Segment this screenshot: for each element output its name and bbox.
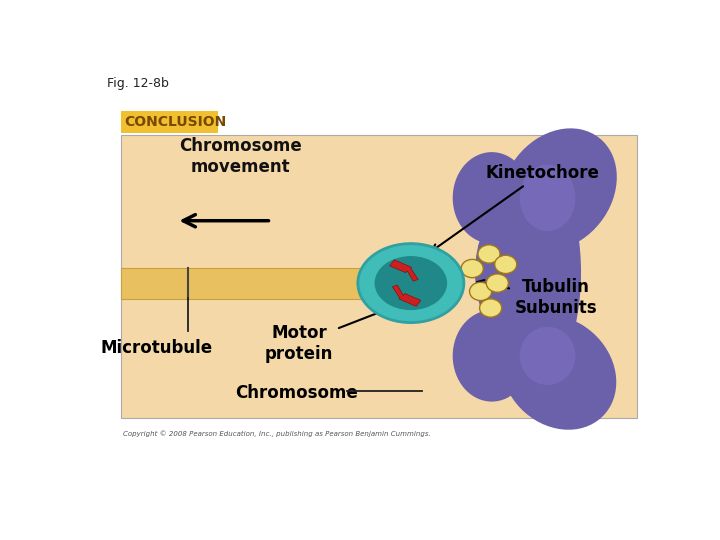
Bar bbox=[121, 111, 218, 133]
Text: Microtubule: Microtubule bbox=[101, 339, 213, 356]
Bar bbox=[121, 136, 636, 418]
Ellipse shape bbox=[520, 165, 575, 231]
Ellipse shape bbox=[374, 256, 447, 310]
Text: CONCLUSION: CONCLUSION bbox=[125, 115, 227, 129]
Ellipse shape bbox=[520, 327, 575, 385]
Ellipse shape bbox=[501, 315, 616, 430]
Ellipse shape bbox=[453, 310, 531, 402]
Text: Kinetochore: Kinetochore bbox=[432, 164, 599, 251]
Ellipse shape bbox=[480, 299, 502, 317]
Ellipse shape bbox=[495, 255, 517, 274]
Text: Chromosome: Chromosome bbox=[235, 384, 358, 402]
Text: Copyright © 2008 Pearson Education, Inc., publishing as Pearson Benjamin Cumming: Copyright © 2008 Pearson Education, Inc.… bbox=[124, 431, 431, 437]
Text: Tubulin
Subunits: Tubulin Subunits bbox=[477, 278, 598, 317]
Polygon shape bbox=[390, 260, 418, 281]
Text: Chromosome
movement: Chromosome movement bbox=[179, 137, 302, 176]
Ellipse shape bbox=[475, 214, 531, 331]
Ellipse shape bbox=[469, 282, 492, 301]
Text: Motor
protein: Motor protein bbox=[265, 307, 391, 363]
Polygon shape bbox=[392, 285, 421, 306]
Ellipse shape bbox=[478, 245, 500, 263]
Text: Fig. 12-8b: Fig. 12-8b bbox=[107, 77, 168, 90]
Ellipse shape bbox=[358, 244, 464, 322]
Ellipse shape bbox=[462, 259, 483, 278]
Ellipse shape bbox=[486, 274, 508, 292]
Ellipse shape bbox=[500, 129, 617, 251]
Ellipse shape bbox=[480, 158, 581, 387]
Ellipse shape bbox=[453, 152, 531, 244]
Bar bbox=[121, 267, 425, 299]
